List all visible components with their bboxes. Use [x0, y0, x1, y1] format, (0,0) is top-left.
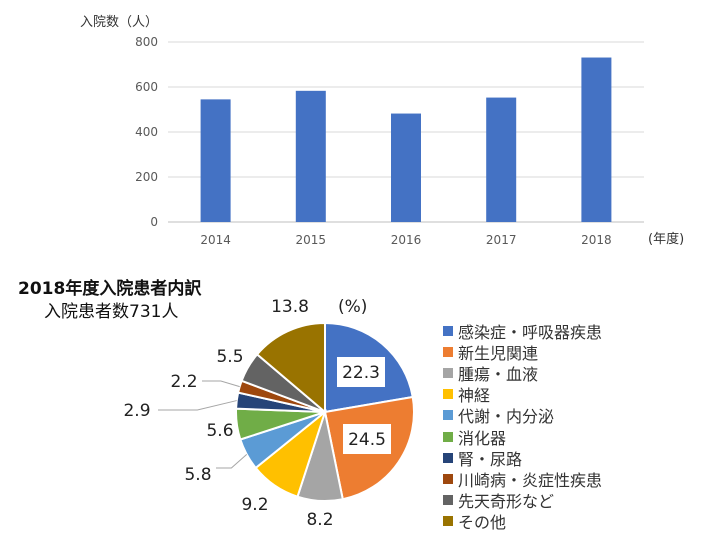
- legend-swatch: [443, 410, 453, 421]
- bar-chart: 入院数（人） 0 200 400 600 800 2014 2015 2016 2017 2018 (…: [80, 15, 684, 247]
- leader-line: [158, 400, 237, 411]
- x-tick-label: 2014: [200, 233, 231, 247]
- legend-item: 神経: [443, 384, 602, 405]
- legend-label: 新生児関連: [458, 343, 539, 363]
- legend-swatch: [443, 367, 453, 378]
- x-tick-label: 2017: [486, 233, 517, 247]
- legend-label: 川崎病・炎症性疾患: [458, 470, 603, 490]
- legend-swatch: [443, 495, 453, 506]
- bar: [295, 90, 326, 222]
- x-tick-label: 2015: [296, 233, 327, 247]
- data-label: 13.8: [271, 297, 309, 317]
- legend-swatch: [443, 431, 453, 442]
- data-label: 5.8: [184, 465, 211, 485]
- legend-item: 代謝・内分泌: [443, 405, 602, 426]
- pie-chart-title: 2018年度入院患者内訳: [18, 279, 202, 299]
- legend-label: 感染症・呼吸器疾患: [458, 322, 603, 342]
- legend-item: 新生児関連: [443, 341, 602, 363]
- y-tick-label: 0: [150, 215, 158, 229]
- data-label: 22.3: [342, 363, 380, 383]
- y-axis-label: 入院数（人）: [80, 15, 158, 30]
- legend-item: 先天奇形など: [443, 490, 602, 511]
- y-tick-label: 800: [135, 35, 158, 49]
- legend-item: 感染症・呼吸器疾患: [443, 320, 603, 342]
- data-label: 9.2: [241, 495, 268, 515]
- legend-label: 消化器: [458, 428, 507, 448]
- bar: [391, 113, 421, 222]
- legend-item: 腫瘍・血液: [443, 362, 602, 384]
- legend-label: 腫瘍・血液: [458, 364, 539, 384]
- y-tick-label: 600: [135, 80, 158, 94]
- y-tick-label: 200: [135, 170, 158, 184]
- legend-item: 消化器: [443, 426, 602, 448]
- legend-swatch: [443, 473, 453, 484]
- x-axis-label: (年度): [648, 231, 684, 247]
- data-label-box: [343, 424, 391, 454]
- pie-chart-subtitle: 入院患者数731人: [44, 302, 179, 322]
- legend-label: 代謝・内分泌: [458, 407, 555, 427]
- data-label: 5.5: [216, 347, 243, 367]
- legend-label: 腎・尿路: [458, 449, 523, 469]
- pie-unit-label: (%): [338, 297, 367, 317]
- pie-slice: [255, 321, 326, 415]
- bar: [486, 97, 517, 222]
- x-tick-label: 2016: [391, 233, 422, 247]
- data-label: 8.2: [306, 510, 333, 530]
- legend-swatch: [443, 452, 453, 463]
- pie-legend: 感染症・呼吸器疾患 新生児関連 腫瘍・血液 神経 代謝・内分泌 消化器 腎・尿路 川崎病・炎症…: [443, 320, 602, 532]
- data-label: 24.5: [348, 430, 386, 450]
- legend-item: 川崎病・炎症性疾患: [443, 468, 603, 490]
- leader-line: [216, 454, 248, 469]
- y-tick-label: 400: [135, 125, 158, 139]
- legend-item: 腎・尿路: [443, 447, 602, 469]
- leader-line: [202, 380, 240, 388]
- legend-swatch: [443, 346, 453, 357]
- legend-label: その他: [458, 513, 507, 533]
- x-tick-label: 2018: [581, 233, 612, 247]
- data-label: 5.6: [206, 421, 233, 441]
- data-label-box: [337, 357, 385, 387]
- legend-swatch: [443, 389, 453, 400]
- legend-label: 神経: [458, 386, 491, 406]
- legend-label: 先天奇形など: [458, 492, 555, 512]
- data-label: 2.2: [170, 372, 197, 392]
- legend-item: その他: [443, 511, 602, 532]
- legend-swatch: [443, 516, 453, 527]
- bar: [581, 57, 612, 223]
- bar: [200, 99, 231, 222]
- data-label: 2.9: [123, 401, 150, 421]
- legend-swatch: [443, 325, 453, 336]
